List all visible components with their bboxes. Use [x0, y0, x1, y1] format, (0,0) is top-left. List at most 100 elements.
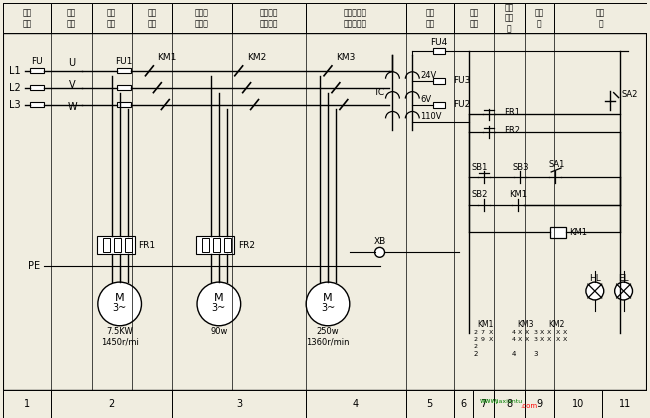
Bar [3, 390, 51, 418]
Bar [494, 3, 525, 33]
Text: 4: 4 [512, 337, 515, 342]
Text: M: M [323, 293, 333, 303]
Text: X: X [547, 337, 551, 342]
Text: 信号
灯: 信号 灯 [535, 8, 544, 28]
Text: 3: 3 [533, 351, 538, 357]
Text: TC: TC [373, 88, 384, 97]
Bar [3, 390, 647, 418]
Text: 电源
开关: 电源 开关 [67, 8, 76, 28]
Bar [117, 102, 131, 107]
Text: 冷却泵
电动机: 冷却泵 电动机 [195, 8, 209, 28]
Text: X: X [563, 337, 567, 342]
Text: 刀架快速
移动电机: 刀架快速 移动电机 [259, 8, 278, 28]
Text: 1450r/mi: 1450r/mi [101, 337, 138, 346]
Text: 刀架
控制: 刀架 控制 [469, 8, 478, 28]
Text: FR2: FR2 [504, 126, 521, 135]
Text: FU: FU [31, 57, 43, 66]
Text: L3: L3 [8, 99, 20, 110]
Text: X: X [540, 337, 544, 342]
Bar [202, 238, 209, 252]
Bar [550, 227, 566, 238]
Text: 3~: 3~ [212, 303, 226, 313]
Text: 3: 3 [533, 337, 538, 342]
Text: 5: 5 [426, 399, 433, 409]
Text: X: X [489, 337, 493, 342]
Text: 250w: 250w [317, 327, 339, 336]
Circle shape [586, 282, 604, 300]
Text: 主轴
电机: 主轴 电机 [107, 8, 116, 28]
Text: 3~: 3~ [112, 303, 127, 313]
Bar [114, 238, 121, 252]
Text: U: U [68, 58, 75, 68]
Text: 4: 4 [512, 330, 515, 335]
Text: KM3: KM3 [517, 320, 534, 329]
Text: 照明
灯: 照明 灯 [596, 8, 605, 28]
Bar [306, 390, 406, 418]
Bar [92, 3, 131, 33]
Circle shape [374, 247, 385, 257]
Bar [117, 68, 131, 73]
Text: 1: 1 [23, 399, 30, 409]
Text: FU1: FU1 [115, 57, 133, 66]
Bar [51, 3, 92, 33]
Text: KM1: KM1 [510, 190, 527, 199]
Circle shape [98, 282, 142, 326]
Bar [131, 3, 172, 33]
Text: 4: 4 [352, 399, 359, 409]
Text: EL: EL [618, 274, 629, 283]
Text: 10: 10 [572, 399, 584, 409]
Text: SB3: SB3 [512, 163, 528, 171]
Text: X: X [540, 330, 544, 335]
Text: X: X [556, 337, 560, 342]
Bar [494, 390, 525, 418]
Text: 9: 9 [536, 399, 543, 409]
Text: SA1: SA1 [549, 160, 566, 168]
Bar [31, 102, 44, 107]
Text: www.: www. [479, 398, 498, 404]
Text: FR2: FR2 [238, 241, 255, 250]
Bar [554, 3, 647, 33]
Text: KM3: KM3 [336, 54, 356, 62]
Text: 110V: 110V [421, 112, 442, 121]
Text: X: X [525, 330, 530, 335]
Text: XB: XB [374, 237, 385, 246]
Text: 6: 6 [461, 399, 467, 409]
Text: 7: 7 [481, 330, 485, 335]
Text: 4: 4 [512, 351, 515, 357]
Text: 冷却
泵控
制: 冷却 泵控 制 [505, 3, 514, 33]
Text: SB2: SB2 [471, 190, 488, 199]
Bar [196, 237, 234, 254]
Text: 3: 3 [236, 399, 242, 409]
Bar [213, 238, 220, 252]
Text: 2: 2 [109, 399, 114, 409]
Text: 24V: 24V [421, 71, 437, 80]
Bar [97, 237, 135, 254]
Bar [406, 390, 454, 418]
Text: M: M [115, 293, 124, 303]
Text: W: W [67, 102, 77, 112]
Text: L1: L1 [8, 66, 20, 76]
Bar [117, 85, 131, 90]
Text: KM1: KM1 [478, 320, 494, 329]
Circle shape [615, 282, 632, 300]
Bar [406, 3, 454, 33]
Text: HL: HL [589, 274, 601, 283]
Bar [454, 390, 473, 418]
Bar [31, 85, 44, 90]
Bar [3, 3, 51, 33]
Text: KM2: KM2 [247, 54, 266, 62]
Text: 1360r/min: 1360r/min [306, 337, 350, 346]
Bar [433, 102, 445, 107]
Text: SA2: SA2 [621, 90, 638, 99]
Bar [224, 238, 231, 252]
Text: 2: 2 [474, 351, 478, 357]
Text: V: V [69, 80, 75, 90]
Text: FU2: FU2 [453, 100, 470, 109]
Bar [31, 68, 44, 73]
Bar [306, 3, 406, 33]
Bar [554, 390, 603, 418]
Text: 3: 3 [533, 330, 538, 335]
Text: PE: PE [29, 261, 40, 271]
Text: jiaxiantu: jiaxiantu [495, 399, 522, 404]
Bar [525, 3, 554, 33]
